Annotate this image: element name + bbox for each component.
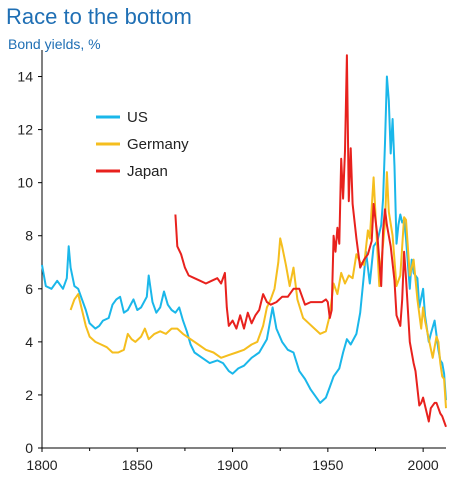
legend-label-japan: Japan — [127, 163, 168, 180]
series-line-japan — [174, 54, 447, 428]
x-tick-label: 1950 — [312, 457, 343, 473]
y-tick-label: 10 — [17, 175, 33, 191]
y-tick-label: 2 — [25, 387, 33, 403]
y-tick-label: 4 — [25, 334, 33, 350]
y-tick-label: 12 — [17, 122, 33, 138]
series-line-us — [41, 75, 447, 404]
legend-label-germany: Germany — [127, 136, 189, 153]
x-tick-label: 1850 — [122, 457, 153, 473]
x-tick-label: 1900 — [217, 457, 248, 473]
chart-subtitle: Bond yields, % — [8, 36, 101, 52]
legend-label-us: US — [127, 109, 148, 126]
axes: 0 2 4 6 8 10 12 14 1800 1850 1900 1950 2000 — [17, 50, 446, 473]
series-lines — [41, 54, 447, 428]
x-tick-label: 1800 — [26, 457, 57, 473]
x-tick-label: 2000 — [408, 457, 439, 473]
y-tick-label: 14 — [17, 69, 33, 85]
series-line-germany — [69, 171, 447, 409]
y-tick-label: 6 — [25, 281, 33, 297]
y-tick-label: 0 — [25, 440, 33, 456]
legend: US Germany Japan — [96, 109, 189, 180]
chart-title: Race to the bottom — [6, 4, 192, 29]
y-tick-label: 8 — [25, 228, 33, 244]
